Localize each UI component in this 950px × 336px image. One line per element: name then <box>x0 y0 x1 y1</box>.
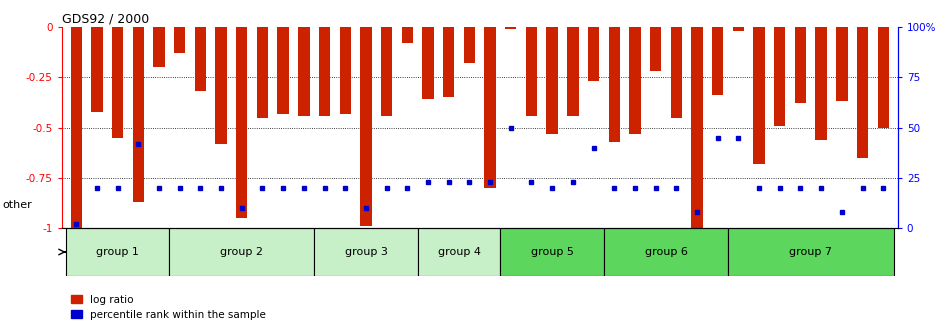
Bar <box>360 27 371 226</box>
Bar <box>753 27 765 164</box>
Bar <box>501 228 604 276</box>
Text: other: other <box>2 200 31 210</box>
Bar <box>836 27 847 101</box>
Bar <box>66 228 169 276</box>
Bar <box>169 228 314 276</box>
Text: GDS92 / 2000: GDS92 / 2000 <box>62 13 149 26</box>
Bar <box>609 27 620 142</box>
Bar <box>878 27 889 128</box>
Bar <box>423 27 434 99</box>
Bar <box>857 27 868 158</box>
Bar <box>112 27 124 138</box>
Text: group 7: group 7 <box>789 247 832 257</box>
Bar <box>298 27 310 116</box>
Bar <box>256 27 268 118</box>
Bar <box>174 27 185 53</box>
Bar <box>216 27 227 144</box>
Text: group 4: group 4 <box>438 247 481 257</box>
Bar <box>546 27 558 134</box>
Bar <box>153 27 164 67</box>
Bar <box>728 228 894 276</box>
Bar <box>525 27 537 116</box>
Text: group 6: group 6 <box>644 247 688 257</box>
Bar <box>732 27 744 31</box>
Legend: log ratio, percentile rank within the sample: log ratio, percentile rank within the sa… <box>66 291 270 324</box>
Bar <box>464 27 475 63</box>
Bar <box>195 27 206 91</box>
Bar <box>70 27 82 228</box>
Bar <box>671 27 682 118</box>
Text: group 5: group 5 <box>531 247 574 257</box>
Bar <box>588 27 599 81</box>
Bar <box>133 27 144 202</box>
Text: group 2: group 2 <box>220 247 263 257</box>
Text: group 3: group 3 <box>345 247 388 257</box>
Bar <box>402 27 413 43</box>
Bar <box>277 27 289 114</box>
Bar <box>604 228 728 276</box>
Bar <box>795 27 807 103</box>
Bar <box>237 27 247 218</box>
Bar <box>339 27 351 114</box>
Bar <box>650 27 661 71</box>
Bar <box>815 27 826 140</box>
Bar <box>418 228 501 276</box>
Bar <box>484 27 496 188</box>
Bar <box>692 27 703 228</box>
Bar <box>774 27 786 126</box>
Bar <box>319 27 331 116</box>
Bar <box>443 27 454 97</box>
Bar <box>381 27 392 116</box>
Bar <box>712 27 723 95</box>
Bar <box>505 27 517 29</box>
Bar <box>314 228 418 276</box>
Bar <box>629 27 640 134</box>
Bar <box>567 27 579 116</box>
Bar <box>91 27 103 112</box>
Text: group 1: group 1 <box>96 247 139 257</box>
